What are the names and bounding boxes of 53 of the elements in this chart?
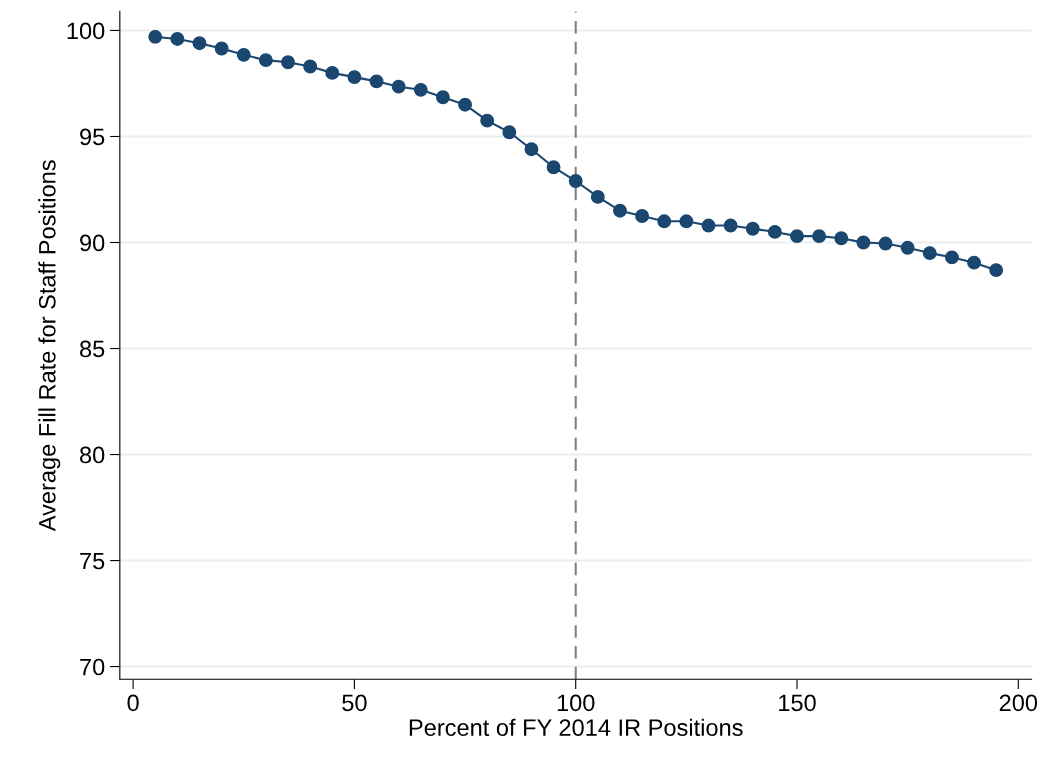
point: [590, 189, 605, 204]
point: [281, 55, 295, 70]
point: [723, 218, 738, 233]
point: [303, 59, 318, 74]
y-axis-title: Average Fill Rate for Staff Positions: [38, 160, 61, 532]
point: [369, 74, 384, 89]
point: [856, 235, 871, 250]
point: [635, 209, 650, 223]
point: [790, 229, 804, 244]
point: [502, 125, 517, 140]
point: [192, 36, 207, 51]
x-axis-title: Percent of FY 2014 IR Positions: [409, 718, 743, 737]
point: [347, 70, 362, 85]
point: [214, 41, 229, 56]
x-tick-label: 50: [342, 694, 367, 712]
point: [613, 203, 627, 218]
point: [258, 53, 273, 68]
point: [834, 231, 849, 246]
point: [148, 29, 163, 44]
point: [480, 113, 495, 128]
y-tick-label: 75: [80, 552, 105, 570]
point: [546, 160, 561, 175]
point: [812, 229, 827, 244]
x-tick-label: 0: [127, 694, 139, 712]
point: [435, 90, 450, 105]
x-tick-label: 200: [999, 694, 1038, 712]
point: [922, 246, 937, 261]
x-tick-label: 150: [779, 694, 816, 712]
point: [745, 221, 760, 236]
point: [767, 224, 782, 239]
point: [878, 236, 893, 251]
point: [458, 97, 473, 112]
y-tick-label: 90: [80, 234, 105, 252]
point: [701, 218, 716, 233]
point: [568, 174, 583, 188]
point: [657, 214, 672, 229]
point: [524, 142, 539, 157]
point: [944, 250, 959, 265]
y-tick-label: 80: [80, 446, 105, 464]
y-tick-label: 70: [80, 658, 105, 676]
x-tick-label: 100: [557, 694, 595, 712]
point: [900, 240, 915, 255]
point: [967, 255, 981, 270]
point: [413, 82, 428, 97]
point: [236, 47, 251, 62]
point: [679, 214, 694, 229]
point: [989, 263, 1004, 278]
y-tick-label: 95: [80, 128, 105, 146]
point: [325, 65, 340, 80]
point: [391, 79, 406, 94]
point: [170, 32, 185, 46]
y-tick-label: 100: [67, 22, 105, 40]
y-tick-label: 85: [80, 340, 105, 358]
